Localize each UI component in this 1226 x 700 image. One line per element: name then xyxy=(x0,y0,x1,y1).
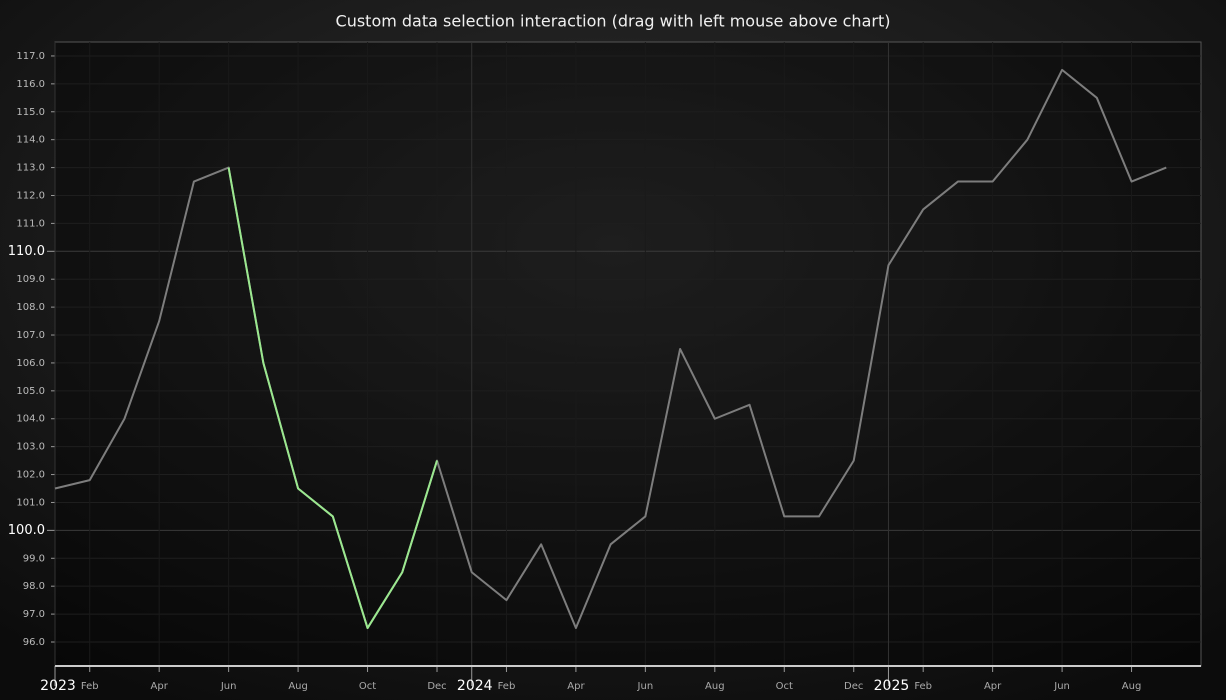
y-tick-label: 108.0 xyxy=(16,302,45,313)
x-tick-label: Feb xyxy=(498,681,516,692)
y-tick-label: 102.0 xyxy=(16,470,45,481)
plot-area xyxy=(54,41,1202,667)
y-tick-label: 98.0 xyxy=(23,581,45,592)
x-tick-label: Aug xyxy=(1122,681,1142,692)
x-tick-label: Jun xyxy=(1053,681,1070,692)
layer: 96.0 97.0 98.0 99.0 100.0 101.0 102.0 103.0 104.… xyxy=(8,42,1201,694)
y-tick-label: 97.0 xyxy=(23,609,45,620)
x-tick-label: Apr xyxy=(567,681,585,692)
x-tick-label: 2025 xyxy=(874,678,910,694)
y-tick-label: 109.0 xyxy=(16,274,45,285)
x-tick-label: Feb xyxy=(914,681,932,692)
y-tick-label: 113.0 xyxy=(16,163,45,174)
y-tick-label: 111.0 xyxy=(16,218,45,229)
y-tick-label: 105.0 xyxy=(16,386,45,397)
y-tick-label: 99.0 xyxy=(23,553,45,564)
x-tick-label: Jun xyxy=(637,681,654,692)
y-tick-label: 106.0 xyxy=(16,358,45,369)
y-tick-label: 114.0 xyxy=(16,135,45,146)
y-tick-label: 115.0 xyxy=(16,107,45,118)
y-tick-label: 112.0 xyxy=(16,190,45,201)
chart-title: Custom data selection interaction (drag … xyxy=(336,12,891,31)
x-tick-label: Oct xyxy=(359,681,376,692)
x-tick-label: Aug xyxy=(705,681,725,692)
y-tick-label: 101.0 xyxy=(16,497,45,508)
y-tick-label: 104.0 xyxy=(16,414,45,425)
y-tick-label: 103.0 xyxy=(16,442,45,453)
x-tick-label: 2023 xyxy=(40,678,76,694)
x-tick-label: Oct xyxy=(776,681,793,692)
line-series xyxy=(227,167,438,630)
y-tick-label: 100.0 xyxy=(8,523,45,538)
x-tick-label: 2024 xyxy=(457,678,493,694)
x-tick-label: Apr xyxy=(984,681,1002,692)
x-tick-label: Jun xyxy=(220,681,237,692)
x-tick-label: Apr xyxy=(151,681,169,692)
y-tick-label: 107.0 xyxy=(16,330,45,341)
x-tick-label: Dec xyxy=(844,681,863,692)
x-tick-label: Aug xyxy=(288,681,308,692)
y-tick-label: 116.0 xyxy=(16,79,45,90)
y-tick-label: 110.0 xyxy=(8,244,45,259)
x-tick-label: Dec xyxy=(427,681,446,692)
y-tick-label: 117.0 xyxy=(16,51,45,62)
y-tick-label: 96.0 xyxy=(23,637,45,648)
x-tick-label: Feb xyxy=(81,681,99,692)
